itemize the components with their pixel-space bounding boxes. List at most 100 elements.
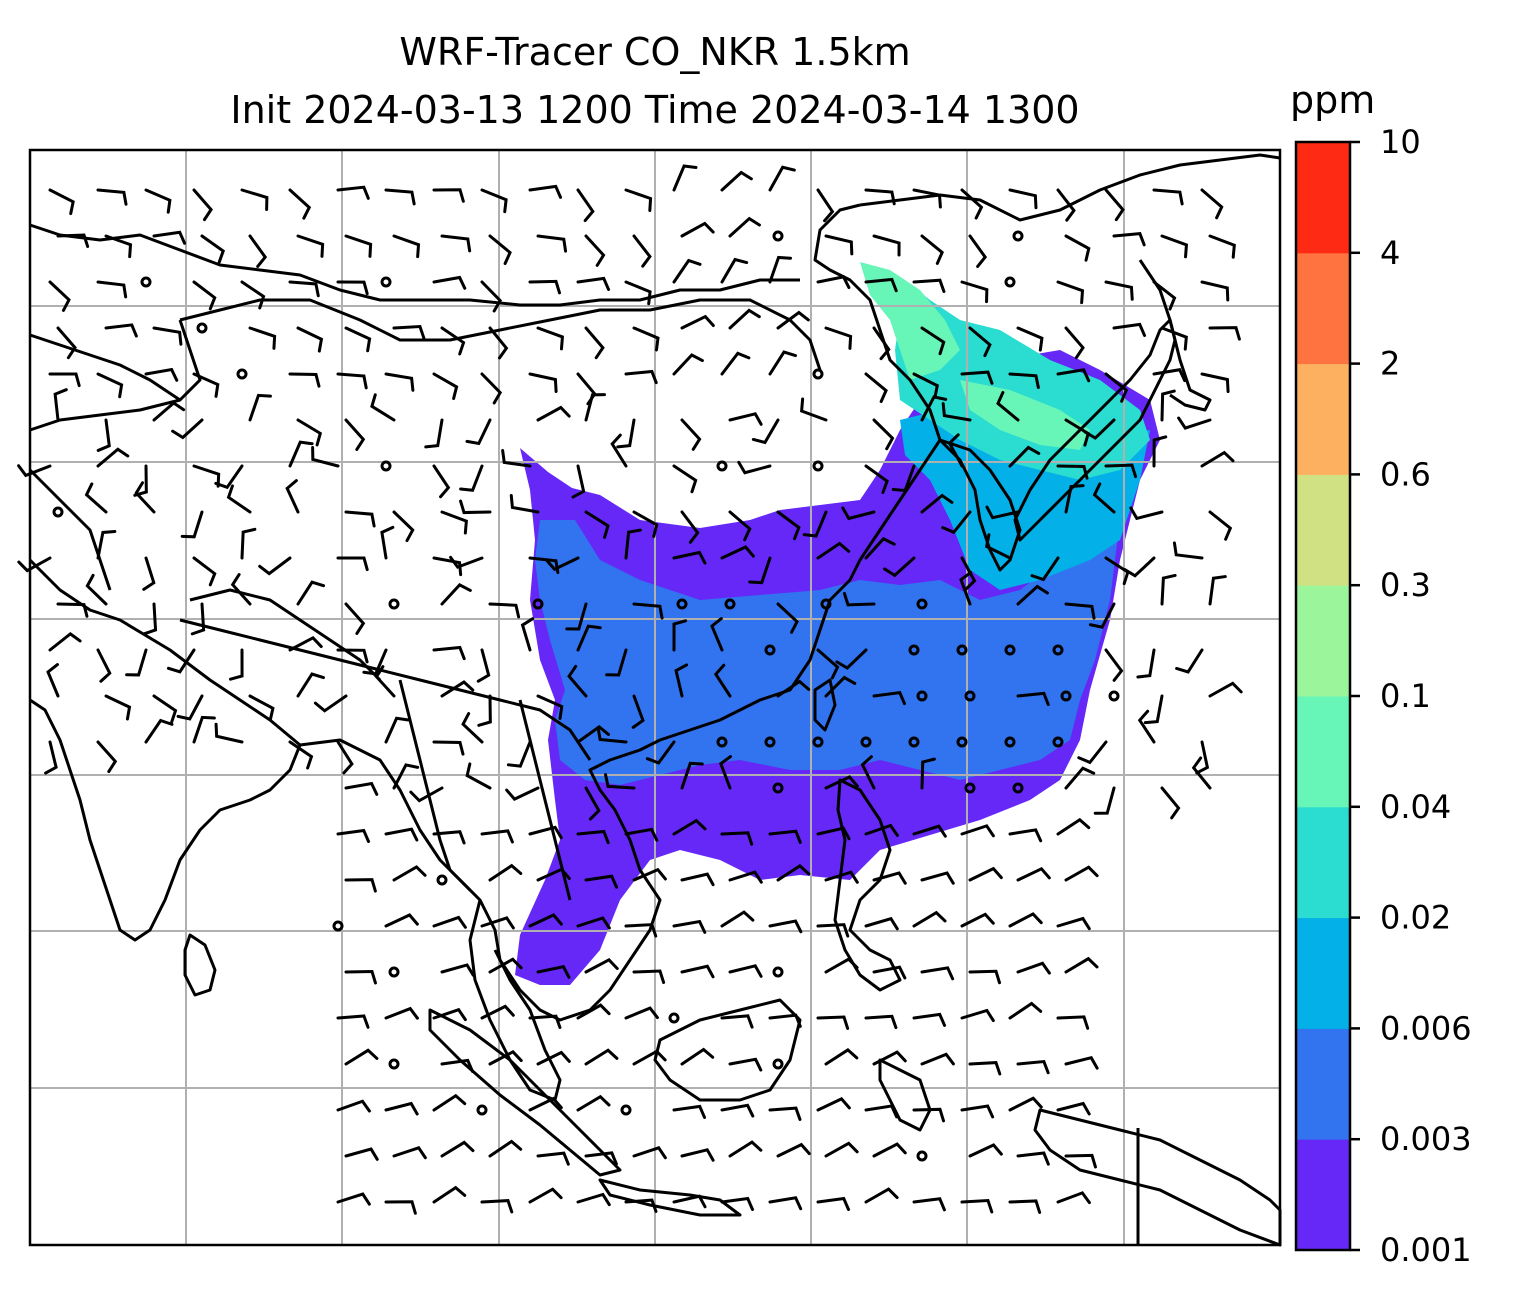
wind-barb [530, 827, 561, 837]
wind-barb [98, 420, 109, 450]
wind-barb [434, 374, 457, 399]
wind-barb [298, 582, 324, 604]
wind-barb [739, 462, 770, 472]
wind-barb [1010, 830, 1041, 841]
wind-barb [434, 742, 463, 754]
wind-barb [461, 466, 482, 490]
wind-barb [434, 647, 464, 658]
wind-barb [578, 278, 609, 289]
wind-barb [1210, 236, 1234, 257]
colorbar-segment [1296, 142, 1350, 253]
border-himalaya [190, 590, 380, 680]
wind-barb [106, 325, 136, 336]
wind-barb [490, 604, 519, 617]
colorbar-tick-label: 0.04 [1380, 788, 1451, 826]
wind-barb [346, 236, 371, 256]
map-figure: 0.0010.0030.0060.020.040.10.30.62410 [0, 0, 1528, 1306]
calm-wind-circle [774, 968, 782, 976]
wind-barb [530, 374, 556, 391]
wind-barb [674, 355, 702, 374]
colorbar-tick-label: 0.3 [1380, 566, 1431, 604]
wind-barb [98, 650, 110, 681]
colorbar: 0.0010.0030.0060.020.040.10.30.62410 [1296, 123, 1472, 1269]
colorbar-tick-label: 2 [1380, 345, 1400, 383]
colorbar-tick-label: 0.6 [1380, 455, 1431, 493]
wind-barb [250, 328, 275, 348]
wind-barb [467, 420, 490, 443]
wind-barb [682, 874, 713, 885]
wind-barb [1138, 650, 1154, 677]
colorbar-tick-label: 0.006 [1380, 1009, 1472, 1047]
wind-barb [394, 327, 424, 338]
calm-wind-circle [198, 324, 206, 332]
wind-barb [578, 190, 593, 221]
wind-barb [874, 1144, 905, 1156]
wind-barb [287, 481, 298, 512]
wind-barb [479, 696, 491, 725]
wind-barb [1010, 914, 1041, 926]
wind-barb [914, 1199, 944, 1210]
wind-barb [154, 328, 181, 344]
wind-barb [866, 1016, 896, 1027]
calm-wind-circle [390, 600, 398, 608]
wind-barb [634, 1148, 665, 1158]
wind-barb [442, 1142, 473, 1156]
wind-barb [98, 190, 126, 204]
wind-barb [386, 1104, 417, 1114]
wind-barb [914, 1014, 945, 1025]
wind-barb [98, 449, 128, 466]
border-indochina-internal [400, 680, 470, 890]
wind-barb [1140, 711, 1154, 742]
wind-barb [1162, 575, 1175, 604]
wind-barb [426, 420, 442, 447]
wind-barb [386, 1009, 417, 1019]
wind-barb [1114, 324, 1145, 335]
wind-barb [442, 236, 470, 251]
wind-barb [346, 1149, 377, 1159]
wind-barb [298, 328, 321, 351]
wind-barb [55, 390, 66, 420]
wind-barb [194, 717, 214, 742]
wind-barb [586, 1050, 617, 1064]
wind-barb [178, 696, 202, 719]
wind-barb [826, 236, 852, 254]
calm-wind-circle [718, 462, 726, 470]
wind-barb [154, 696, 176, 722]
wind-barb [442, 512, 466, 533]
wind-barb [970, 869, 1001, 880]
wind-barb [1174, 543, 1202, 558]
coastline-java [600, 1180, 740, 1215]
wind-barb [722, 260, 747, 282]
wind-barb [1131, 508, 1162, 518]
wind-barb [233, 575, 250, 604]
wind-barb [1210, 328, 1239, 340]
wind-barb [962, 282, 987, 302]
wind-barb [1018, 1153, 1048, 1164]
wind-barb [530, 281, 559, 292]
wind-barb [874, 967, 905, 978]
colorbar-segment [1296, 918, 1350, 1029]
colorbar-segment [1296, 807, 1350, 918]
wind-barb [1018, 869, 1049, 880]
wind-barb [1202, 453, 1233, 466]
wind-barb [98, 531, 115, 558]
colorbar-segment [1296, 474, 1350, 585]
wind-barb [578, 1097, 609, 1110]
wind-barb [442, 585, 470, 604]
wind-barb [674, 1196, 705, 1207]
wind-barb [730, 219, 759, 236]
wind-barb [1162, 236, 1186, 257]
colorbar-segment [1296, 1028, 1350, 1139]
wind-barb [290, 374, 319, 386]
calm-wind-circle [238, 370, 246, 378]
coastline-india [30, 560, 300, 940]
wind-barb [382, 527, 393, 558]
wind-barb [346, 1050, 377, 1064]
wind-barb [346, 971, 375, 982]
wind-barb [298, 236, 323, 256]
wind-barb [874, 1052, 905, 1064]
wind-barb [922, 873, 953, 883]
calm-wind-circle [814, 370, 822, 378]
wind-barb [229, 486, 250, 512]
wind-barb [482, 831, 512, 842]
